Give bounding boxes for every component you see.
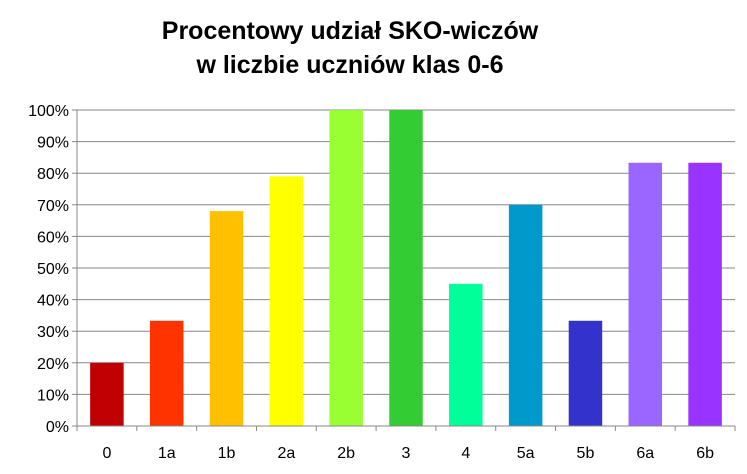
bar-2b	[329, 110, 363, 426]
x-tick-label: 4	[461, 445, 470, 462]
x-tick-label: 1a	[158, 445, 176, 462]
bar-1b	[209, 211, 244, 426]
bar-3	[389, 110, 423, 426]
bar-5b	[568, 320, 603, 426]
y-tick-label: 40%	[37, 293, 69, 310]
bar-2a	[269, 176, 304, 426]
y-tick-label: 30%	[37, 324, 69, 341]
x-tick-label: 6a	[636, 445, 654, 462]
y-tick-label: 100%	[28, 103, 69, 120]
x-tick-label: 3	[402, 445, 411, 462]
x-tick-label: 2b	[337, 445, 355, 462]
y-tick-label: 60%	[37, 229, 69, 246]
x-tick-label: 2a	[277, 445, 295, 462]
bar-6a	[628, 162, 663, 426]
x-tick-label: 0	[102, 445, 111, 462]
y-tick-label: 90%	[37, 135, 69, 152]
bar-4	[449, 283, 483, 426]
y-tick-label: 20%	[37, 356, 69, 373]
bar-0	[90, 362, 124, 426]
x-tick-label: 5a	[517, 445, 535, 462]
chart-title-line-2: w liczbie uczniów klas 0-6	[196, 51, 504, 79]
x-tick-label: 6b	[696, 445, 714, 462]
y-tick-label: 0%	[46, 419, 69, 436]
x-axis: 0 1a 1b 2a 2b 3 4 5a 5b 6a 6b	[76, 425, 736, 462]
bar-1a	[149, 320, 184, 426]
bar-5a	[508, 204, 543, 426]
y-axis: 0% 10% 20% 30% 40% 50% 60% 70% 80% 90% 100%	[28, 103, 78, 436]
chart-title: Procentowy udział SKO-wiczów w liczbie u…	[0, 14, 700, 82]
chart-title-line-1: Procentowy udział SKO-wiczów	[161, 17, 539, 45]
x-tick-label: 1b	[218, 445, 236, 462]
y-tick-label: 80%	[37, 166, 69, 183]
y-tick-label: 10%	[37, 387, 69, 404]
y-tick-label: 50%	[37, 261, 69, 278]
bars	[90, 110, 722, 426]
x-tick-label: 5b	[577, 445, 595, 462]
bar-6b	[688, 162, 722, 426]
y-tick-label: 70%	[37, 198, 69, 215]
